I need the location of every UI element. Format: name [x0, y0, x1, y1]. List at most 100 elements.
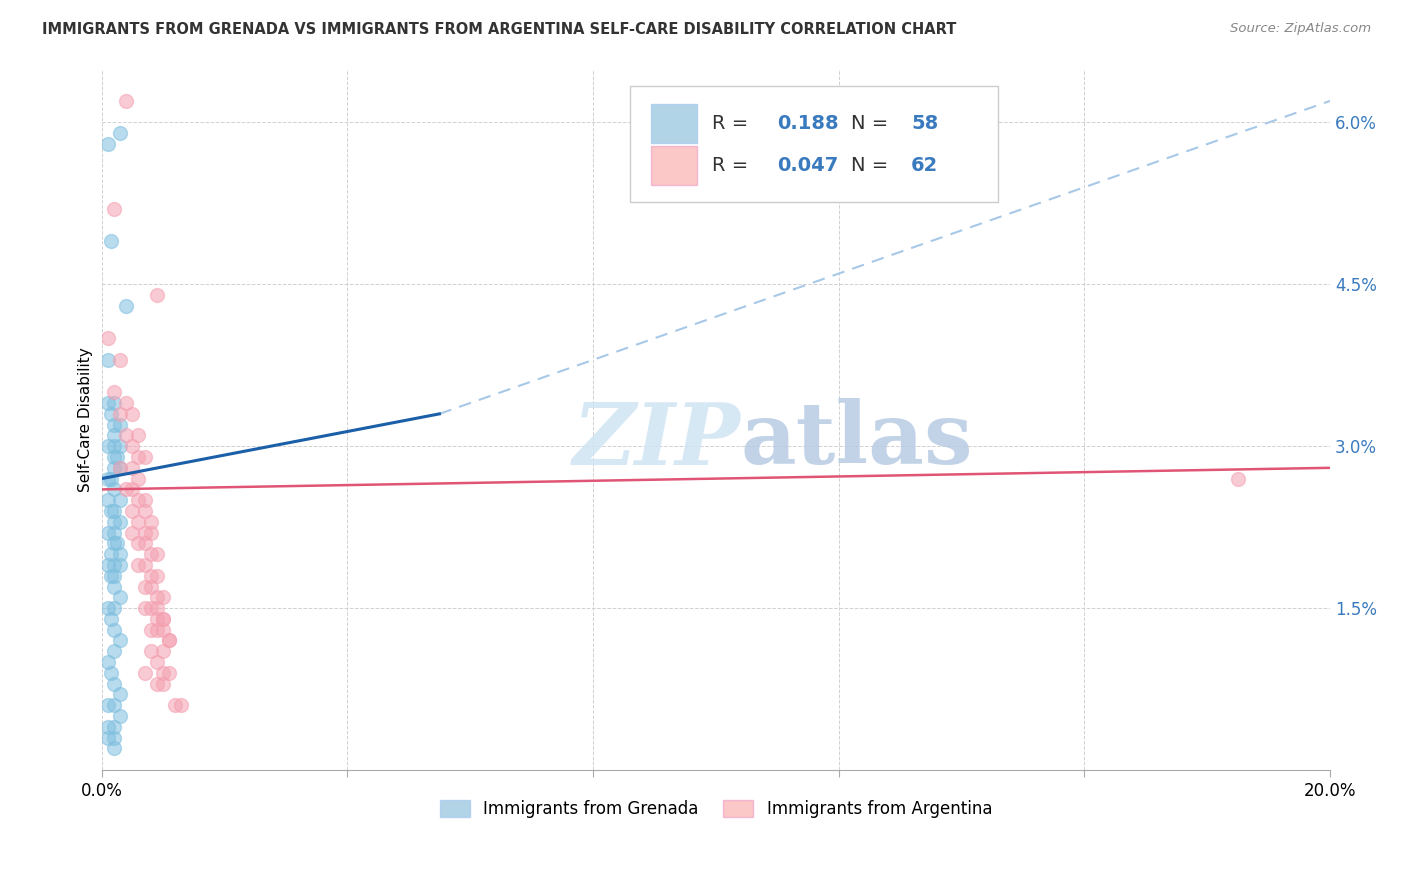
Point: [100, 407, 122, 421]
Point: [108, 591, 131, 605]
Text: ZIP: ZIP: [572, 399, 741, 482]
Point: [152, 676, 174, 690]
Point: [103, 536, 125, 550]
Point: [97, 558, 120, 572]
Point: [108, 460, 131, 475]
Point: [103, 580, 125, 594]
Point: [134, 493, 156, 508]
Point: [139, 568, 162, 582]
Point: [127, 515, 149, 529]
Point: [108, 417, 131, 432]
Point: [121, 439, 143, 453]
Point: [103, 450, 125, 464]
Point: [146, 288, 169, 302]
Y-axis label: Self-Care Disability: Self-Care Disability: [79, 347, 93, 491]
Point: [103, 568, 125, 582]
Point: [103, 644, 125, 658]
Point: [127, 558, 149, 572]
Point: [97, 396, 120, 410]
Point: [165, 698, 187, 713]
Point: [103, 525, 125, 540]
Text: 0.188: 0.188: [778, 114, 839, 133]
Point: [134, 601, 156, 615]
Point: [105, 450, 128, 464]
Legend: Immigrants from Grenada, Immigrants from Argentina: Immigrants from Grenada, Immigrants from…: [433, 793, 998, 825]
Point: [97, 472, 120, 486]
Point: [157, 665, 180, 680]
Point: [134, 504, 156, 518]
Point: [97, 493, 120, 508]
Point: [134, 580, 156, 594]
Point: [97, 137, 120, 152]
Text: 58: 58: [911, 114, 938, 133]
Point: [139, 601, 162, 615]
Text: IMMIGRANTS FROM GRENADA VS IMMIGRANTS FROM ARGENTINA SELF-CARE DISABILITY CORREL: IMMIGRANTS FROM GRENADA VS IMMIGRANTS FR…: [42, 22, 956, 37]
Point: [152, 623, 174, 637]
Point: [97, 731, 120, 745]
Point: [97, 720, 120, 734]
Point: [146, 601, 169, 615]
Point: [127, 472, 149, 486]
Point: [108, 352, 131, 367]
Point: [97, 601, 120, 615]
Point: [97, 525, 120, 540]
Text: atlas: atlas: [741, 399, 973, 483]
Point: [103, 483, 125, 497]
Text: N =: N =: [851, 114, 894, 133]
Point: [100, 234, 122, 248]
Point: [121, 525, 143, 540]
Text: R =: R =: [713, 156, 755, 175]
Point: [139, 623, 162, 637]
Point: [103, 396, 125, 410]
Point: [134, 525, 156, 540]
Point: [170, 698, 193, 713]
Point: [100, 504, 122, 518]
Text: Source: ZipAtlas.com: Source: ZipAtlas.com: [1230, 22, 1371, 36]
Point: [103, 731, 125, 745]
Point: [134, 665, 156, 680]
Point: [103, 676, 125, 690]
Point: [108, 407, 131, 421]
Point: [152, 665, 174, 680]
Point: [103, 439, 125, 453]
Point: [157, 633, 180, 648]
Point: [127, 450, 149, 464]
Point: [108, 460, 131, 475]
Point: [103, 601, 125, 615]
Point: [103, 460, 125, 475]
Point: [146, 655, 169, 669]
FancyBboxPatch shape: [630, 86, 998, 202]
Point: [152, 612, 174, 626]
Point: [108, 709, 131, 723]
Point: [100, 612, 122, 626]
Point: [108, 633, 131, 648]
Point: [121, 483, 143, 497]
Point: [121, 504, 143, 518]
Point: [134, 450, 156, 464]
Point: [108, 558, 131, 572]
FancyBboxPatch shape: [651, 146, 697, 185]
Point: [108, 688, 131, 702]
Point: [127, 493, 149, 508]
Point: [103, 558, 125, 572]
Point: [108, 547, 131, 561]
Point: [152, 644, 174, 658]
Point: [103, 698, 125, 713]
Point: [146, 568, 169, 582]
Point: [115, 396, 138, 410]
Point: [146, 623, 169, 637]
Point: [103, 417, 125, 432]
Point: [146, 591, 169, 605]
Point: [139, 580, 162, 594]
Point: [108, 515, 131, 529]
Point: [139, 644, 162, 658]
Point: [97, 331, 120, 345]
FancyBboxPatch shape: [651, 104, 697, 143]
Point: [97, 655, 120, 669]
Point: [100, 547, 122, 561]
Point: [127, 428, 149, 442]
Point: [146, 547, 169, 561]
Point: [115, 94, 138, 108]
Point: [127, 536, 149, 550]
Point: [108, 439, 131, 453]
